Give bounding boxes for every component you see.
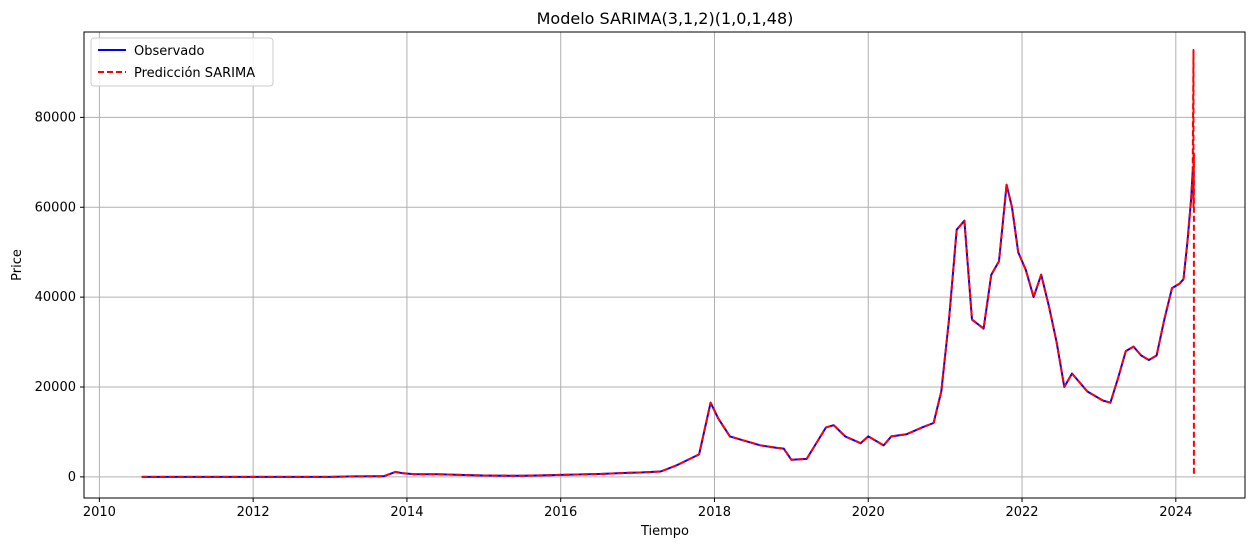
x-tick-label: 2018 <box>698 505 731 520</box>
x-tick-label: 2012 <box>237 505 270 520</box>
x-tick-label: 2020 <box>852 505 885 520</box>
y-tick-label: 40000 <box>35 290 76 305</box>
legend-label-prediccion: Predicción SARIMA <box>134 66 255 81</box>
x-tick-label: 2014 <box>390 505 423 520</box>
x-tick-label: 2024 <box>1159 505 1192 520</box>
x-axis-title: Tiempo <box>640 524 689 539</box>
x-tick-label: 2022 <box>1005 505 1038 520</box>
legend-label-observado: Observado <box>134 44 205 59</box>
x-tick-label: 2010 <box>83 505 116 520</box>
series-line-prediccion <box>141 49 1195 478</box>
y-tick-label: 0 <box>68 470 76 485</box>
y-axis-title: Price <box>10 249 25 281</box>
legend-box <box>90 37 274 87</box>
y-tick-label: 20000 <box>35 380 76 395</box>
y-tick-label: 80000 <box>35 110 76 125</box>
y-axis: 0 20000 40000 60000 80000 <box>35 110 84 485</box>
legend: Observado Predicción SARIMA <box>90 37 274 87</box>
chart-title: Modelo SARIMA(3,1,2)(1,0,1,48) <box>537 9 794 28</box>
x-tick-label: 2016 <box>544 505 577 520</box>
series-layer <box>141 49 1195 478</box>
series-line-observado <box>141 171 1194 478</box>
x-axis: 2010 2012 2014 2016 2018 2020 2022 2024 <box>83 498 1192 520</box>
y-tick-label: 60000 <box>35 200 76 215</box>
plot-frame <box>83 31 1246 499</box>
